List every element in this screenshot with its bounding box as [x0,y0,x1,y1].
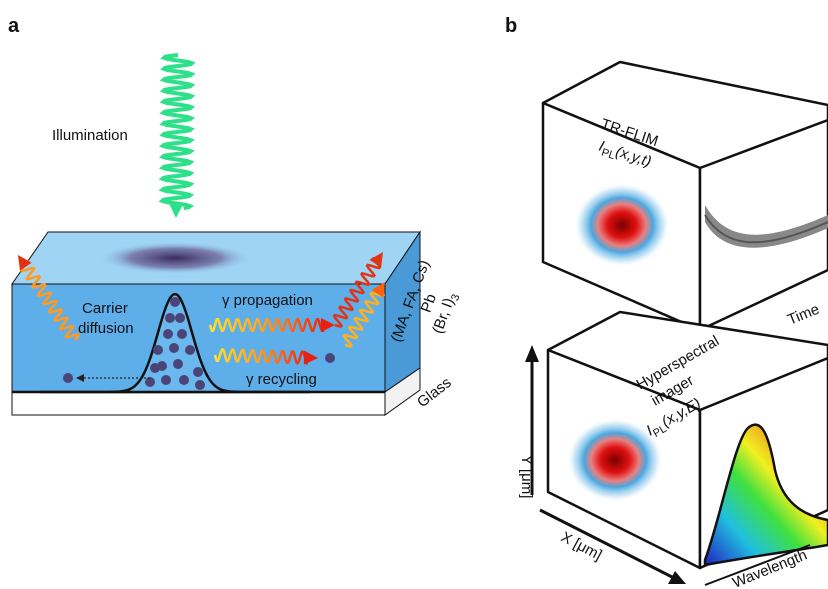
carrier [169,343,179,353]
carrier [175,313,185,323]
y-axis-label: Y [μm] [518,455,535,498]
carrier [150,363,160,373]
figure: a Illumination Carrier diffusion γ propa… [0,0,828,589]
carrier [193,367,203,377]
recycling-label: γ recycling [246,371,317,388]
diffusion-label: diffusion [78,320,134,337]
carrier [163,329,173,339]
carrier [161,375,171,385]
time-axis-label: Time [785,301,822,329]
carrier [195,380,205,390]
carrier [165,313,175,323]
illumination-label: Illumination [52,127,128,144]
tr-flim-cube [543,62,828,330]
carrier [173,359,183,369]
carrier [185,345,195,355]
propagation-label: γ propagation [222,292,313,309]
carrier [177,329,187,339]
panel-label: a [8,15,20,37]
carrier [170,297,180,307]
carrier [179,375,189,385]
x-axis-label: X [μm] [558,529,605,565]
carrier [153,345,163,355]
panel-label: b [505,15,517,37]
wave [162,55,191,208]
pl-map [574,183,670,267]
carrier-label: Carrier [82,300,128,317]
arrow-head [169,204,183,218]
